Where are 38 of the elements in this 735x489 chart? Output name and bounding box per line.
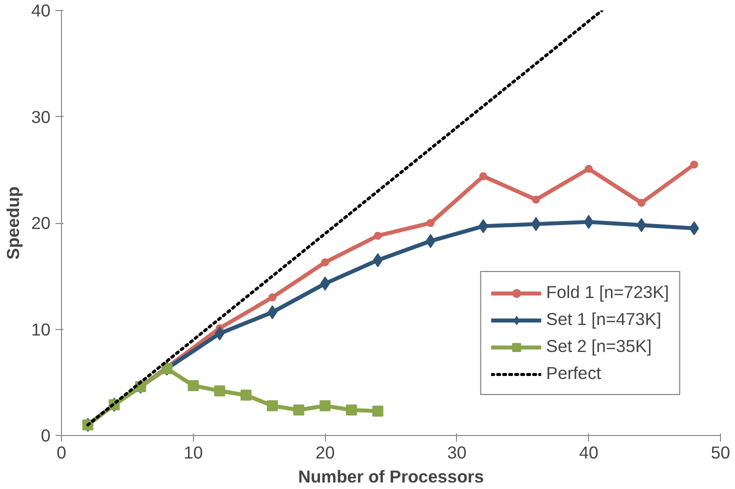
point: [372, 253, 383, 268]
x-tick-label: 40: [579, 442, 598, 462]
point: [321, 258, 330, 266]
point: [374, 232, 382, 240]
point: [532, 196, 540, 204]
y-axis-title: Speedup: [3, 186, 24, 260]
x-tick-label: 30: [447, 442, 467, 462]
point: [214, 385, 226, 396]
point: [690, 160, 698, 169]
y-tick-label: 10: [31, 319, 51, 340]
legend-label: Set 1 [n=473K]: [546, 309, 662, 330]
point: [426, 219, 435, 227]
point: [372, 406, 384, 417]
legend-label: Fold 1 [n=723K]: [546, 282, 669, 303]
x-tick-label: 0: [56, 442, 66, 462]
point: [584, 214, 594, 229]
legend-label: Set 2 [n=35K]: [546, 336, 652, 357]
x-tick-label: 50: [710, 442, 730, 462]
point: [346, 404, 357, 416]
y-tick-label: 30: [31, 106, 51, 127]
point: [478, 219, 488, 234]
x-tick-label: 10: [184, 442, 203, 462]
x-tick-label: 20: [315, 442, 335, 462]
y-tick-label: 20: [31, 213, 51, 233]
x-axis-title: Number of Processors: [298, 466, 484, 486]
legend-label: Perfect: [546, 363, 602, 384]
point: [479, 172, 488, 180]
point: [214, 326, 224, 340]
point: [188, 380, 199, 392]
point: [584, 164, 593, 173]
point: [637, 198, 646, 207]
point: [293, 404, 304, 416]
y-tick-label: 0: [40, 426, 51, 446]
point: [240, 390, 252, 401]
y-tick-label: 40: [31, 0, 51, 20]
point: [320, 400, 331, 412]
point: [266, 400, 278, 412]
point: [268, 293, 276, 302]
